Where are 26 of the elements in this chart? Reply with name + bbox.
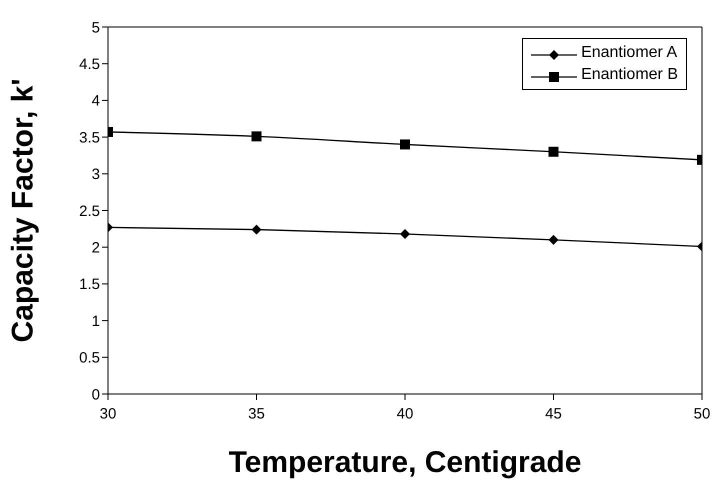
legend-label: Enantiomer B — [581, 65, 678, 85]
x-tick-label: 35 — [248, 406, 265, 423]
point — [252, 131, 262, 142]
y-tick-label: 3.5 — [79, 129, 100, 146]
y-tick-label: 4 — [92, 92, 100, 110]
x-tick-label: 45 — [545, 406, 562, 423]
x-tick-label: 40 — [396, 406, 414, 423]
point — [400, 228, 410, 239]
x-tick-label: 50 — [694, 406, 710, 423]
y-tick-label: 2 — [92, 240, 100, 257]
point — [252, 224, 262, 235]
y-tick-label: 3 — [92, 166, 100, 184]
y-tick-label: 1 — [92, 312, 100, 330]
point — [548, 234, 558, 245]
y-tick-label: 4.5 — [79, 56, 100, 74]
y-tick-label: 5 — [92, 19, 100, 36]
y-tick-label: 2.5 — [79, 202, 100, 220]
y-axis-title: Capacity Factor, k' — [6, 78, 40, 342]
x-axis-title: Temperature, Centigrade — [228, 446, 582, 479]
y-tick-label: 0 — [92, 386, 100, 404]
legend-label: Enantiomer A — [581, 43, 678, 63]
x-tick-label: 30 — [100, 406, 116, 423]
y-tick-label: 1.5 — [79, 276, 100, 294]
y-tick-label: 0.5 — [79, 350, 100, 367]
point — [548, 146, 558, 157]
point — [400, 139, 410, 150]
